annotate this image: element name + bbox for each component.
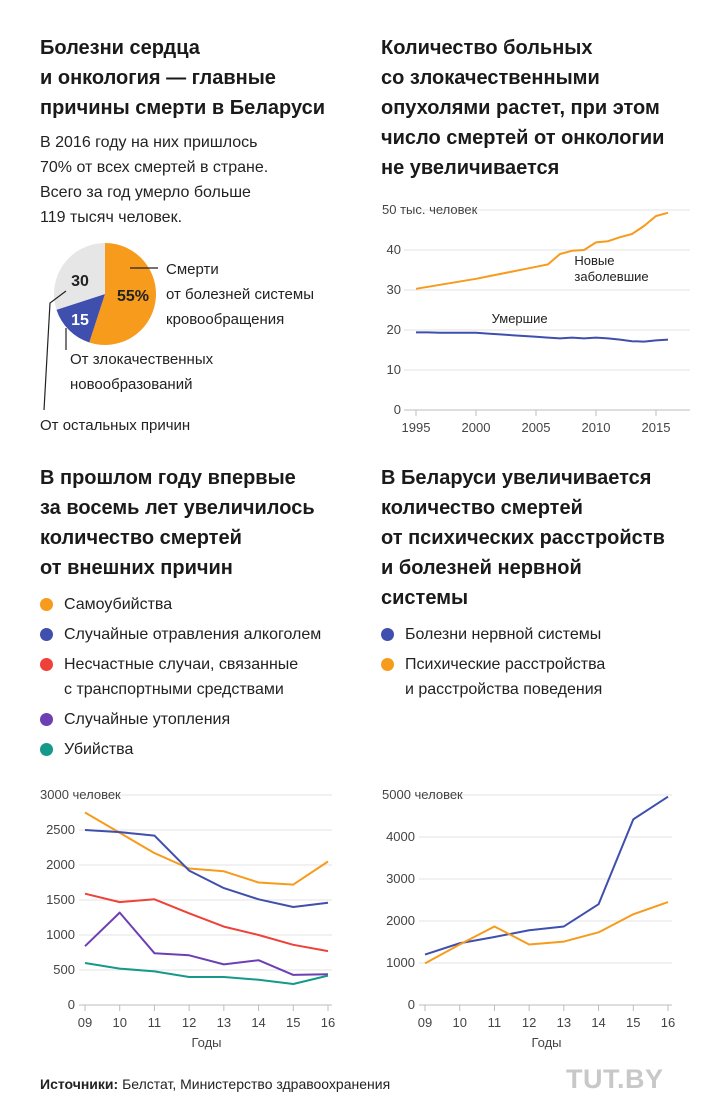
y-tick-label: 500 (53, 962, 75, 977)
series-line-самоубийства (84, 811, 329, 886)
x-axis-label: Годы (191, 1035, 221, 1050)
external-legend-item: Убийства (40, 737, 360, 762)
series-line-болезни-нервной-системы (424, 795, 669, 956)
external-legend-item: Случайные отравления алкоголем (40, 622, 360, 647)
x-tick-label: 14 (591, 1015, 605, 1030)
y-tick-label: 2000 (386, 913, 415, 928)
pie-chart: 55% 15 30 Смерти от болезней системы крово… (40, 243, 314, 434)
series-line-несчастные-случаи-связанные (84, 892, 329, 953)
legend-marker (40, 658, 53, 671)
external-legend: Самоубийства Случайные отравления алкогол… (40, 592, 360, 767)
external-panel-title: В прошлом году впервые за восемь лет уве… (40, 467, 315, 579)
x-tick-label: 15 (286, 1015, 300, 1030)
x-tick-label: 09 (78, 1015, 92, 1030)
series-line-убийства (84, 962, 329, 985)
legend-label: Самоубийства (64, 596, 173, 613)
series-line-случайные-утопления (84, 911, 329, 976)
y-tick-label: 30 (387, 282, 401, 297)
cancer-panel-title: Количество больных со злокачественными о… (381, 37, 665, 179)
y-tick-label: 50 тыс. человек (382, 202, 478, 217)
y-tick-label: 0 (394, 402, 401, 417)
mental-legend: Болезни нервной системы Психические расст… (381, 622, 701, 707)
pie-slice-1 (56, 294, 105, 343)
x-tick-label: 14 (251, 1015, 265, 1030)
x-tick-label: 11 (148, 1015, 162, 1030)
legend-label: Психические расстройства и расстройства … (405, 656, 606, 698)
pie-value-heart: 55% (117, 288, 149, 305)
x-tick-label: 13 (557, 1015, 571, 1030)
x-tick-label: 12 (522, 1015, 536, 1030)
sources-note: Источники: Белстат, Министерство здравоо… (40, 1076, 390, 1092)
series-line-случайные-отравления-алкоголем (84, 829, 329, 908)
y-tick-label: 1000 (386, 955, 415, 970)
x-tick-label: 16 (661, 1015, 675, 1030)
x-tick-label: 1995 (402, 420, 431, 435)
y-tick-label: 4000 (386, 829, 415, 844)
series-line-новые (415, 211, 669, 290)
legend-marker (381, 658, 394, 671)
x-tick-label: 2000 (462, 420, 491, 435)
legend-label: Случайные утопления (64, 711, 231, 728)
legend-marker (381, 628, 394, 641)
series-label-deaths: Умершие (492, 311, 548, 326)
pie-label-heart: Смерти от болезней системы кровообращения (166, 261, 314, 328)
x-tick-label: 09 (418, 1015, 432, 1030)
y-tick-label: 40 (387, 242, 401, 257)
y-tick-label: 20 (387, 322, 401, 337)
x-tick-label: 15 (626, 1015, 640, 1030)
external-legend-item: Случайные утопления (40, 707, 360, 732)
pie-label-cancer: От злокачественных новообразований (70, 351, 214, 393)
external-legend-item: Самоубийства (40, 592, 360, 617)
y-tick-label: 2000 (46, 857, 75, 872)
y-tick-label: 1500 (46, 892, 75, 907)
y-tick-label: 0 (408, 997, 415, 1012)
heart-panel-lead: В 2016 году на них пришлось 70% от всех … (40, 134, 269, 226)
pie-label-other: От остальных причин (40, 417, 190, 434)
mental-line-chart: 0 1000 2000 3000 4000 5000 человек 09 10 11 12 13 1… (382, 787, 675, 1050)
legend-marker (40, 713, 53, 726)
y-tick-label: 5000 человек (382, 787, 463, 802)
pie-slice-2 (54, 243, 105, 310)
legend-marker (40, 743, 53, 756)
x-tick-label: 16 (321, 1015, 335, 1030)
legend-label: Несчастные случаи, связанные с транспорт… (64, 656, 299, 698)
x-tick-label: 10 (112, 1015, 126, 1030)
legend-label: Убийства (64, 741, 134, 758)
x-tick-label: 2015 (642, 420, 671, 435)
y-tick-label: 10 (387, 362, 401, 377)
legend-marker (40, 628, 53, 641)
sources-label: Источники: (40, 1076, 119, 1092)
sources-text: Белстат, Министерство здравоохранения (122, 1076, 391, 1092)
cancer-line-chart: 0 10 20 30 40 50 тыс. человек 1995 2000 2005 2010… (382, 202, 690, 435)
legend-label: Случайные отравления алкоголем (64, 626, 322, 643)
pie-leader-other (43, 290, 67, 411)
x-tick-label: 13 (217, 1015, 231, 1030)
y-tick-label: 2500 (46, 822, 75, 837)
external-legend-item: Несчастные случаи, связанные с транспорт… (40, 652, 360, 702)
series-line-психические-расстройства (424, 901, 669, 965)
pie-value-cancer: 15 (71, 312, 89, 329)
y-tick-label: 0 (68, 997, 75, 1012)
tutby-logo: TUT.BY (566, 1064, 664, 1094)
mental-legend-item: Болезни нервной системы (381, 622, 701, 647)
series-line-умершие (416, 331, 669, 343)
x-tick-label: 12 (182, 1015, 196, 1030)
legend-label: Болезни нервной системы (405, 626, 602, 643)
x-axis-label: Годы (531, 1035, 561, 1050)
mental-legend-item: Психические расстройства и расстройства … (381, 652, 701, 702)
external-line-chart: 0 500 1000 1500 2000 2500 3000 человек 09 10 11 12… (40, 787, 335, 1050)
x-tick-label: 2005 (522, 420, 551, 435)
series-label-new-cases: Новые заболевшие (574, 253, 648, 284)
pie-value-other: 30 (71, 273, 89, 290)
x-tick-label: 2010 (582, 420, 611, 435)
heart-panel-title: Болезни сердца и онкология — главные при… (40, 37, 326, 119)
legend-marker (40, 598, 53, 611)
y-tick-label: 3000 человек (40, 787, 121, 802)
mental-panel-title: В Беларуси увеличивается количество смер… (381, 467, 665, 609)
x-tick-label: 10 (452, 1015, 466, 1030)
x-tick-label: 11 (488, 1015, 502, 1030)
y-tick-label: 3000 (386, 871, 415, 886)
y-tick-label: 1000 (46, 927, 75, 942)
